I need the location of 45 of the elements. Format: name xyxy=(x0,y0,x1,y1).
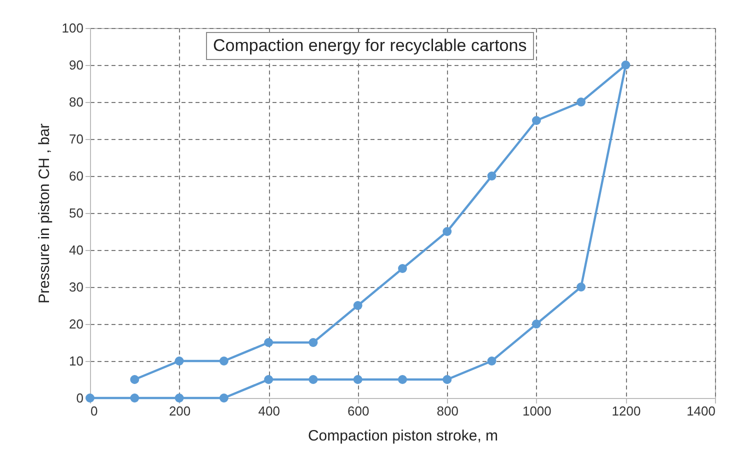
point xyxy=(532,320,541,328)
y-tick-label: 50 xyxy=(69,206,84,220)
x-tick-label: 400 xyxy=(258,404,280,418)
point xyxy=(219,394,228,402)
x-tick-label: 0 xyxy=(90,404,98,418)
x-tick-label: 1200 xyxy=(612,404,641,418)
chart-title: Compaction energy for recyclable cartons xyxy=(206,32,534,60)
point xyxy=(264,338,274,347)
y-tick-label: 20 xyxy=(69,316,84,332)
point xyxy=(442,227,452,236)
x-tick-label: 1000 xyxy=(522,404,552,418)
point xyxy=(219,356,228,366)
point xyxy=(576,282,586,292)
point xyxy=(174,356,184,366)
point xyxy=(174,394,184,402)
point xyxy=(398,375,407,384)
x-tick-label: 200 xyxy=(168,404,191,418)
y-tick-label: 60 xyxy=(69,168,84,184)
y-tick-label: 80 xyxy=(69,94,84,110)
point xyxy=(353,301,362,310)
y-tick-label: 30 xyxy=(69,280,84,294)
point xyxy=(576,98,586,106)
point xyxy=(353,375,362,384)
point xyxy=(308,338,318,347)
point xyxy=(130,394,140,402)
y-tick-label: 90 xyxy=(69,58,84,72)
point xyxy=(398,264,407,273)
point xyxy=(442,375,452,384)
point xyxy=(532,116,541,125)
x-axis-title: Compaction piston stroke, m xyxy=(308,428,498,444)
point xyxy=(487,172,496,180)
point xyxy=(621,60,630,70)
y-tick-label: 10 xyxy=(69,354,84,368)
y-tick-label: 0 xyxy=(76,390,84,406)
y-tick-label: 40 xyxy=(69,242,84,258)
x-tick-label: 1400 xyxy=(686,404,716,418)
point xyxy=(264,375,274,384)
x-tick-label: 800 xyxy=(436,404,458,418)
point xyxy=(130,375,140,384)
y-axis-title: Pressure in piston CH , bar xyxy=(36,123,53,304)
point xyxy=(487,356,496,366)
y-tick-label: 100 xyxy=(62,20,84,36)
x-tick-label: 600 xyxy=(348,404,370,418)
point xyxy=(308,375,318,384)
y-tick-label: 70 xyxy=(69,132,84,146)
